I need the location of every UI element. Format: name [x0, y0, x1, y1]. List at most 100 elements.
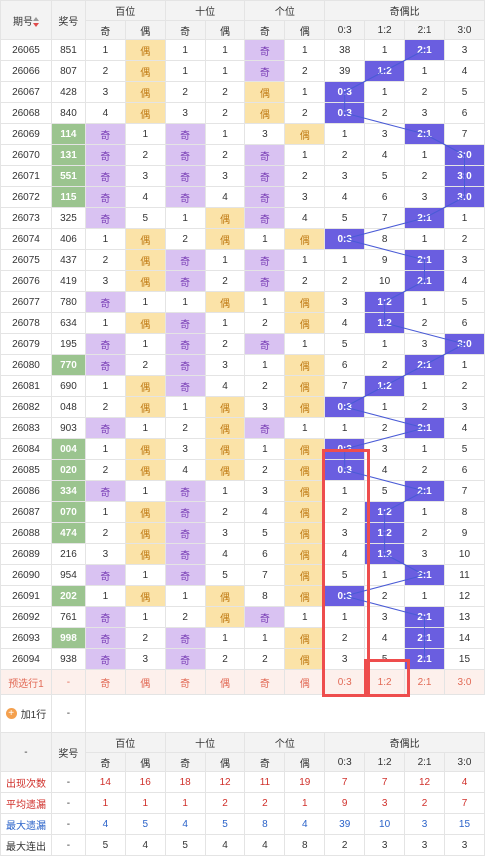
- sort-icon[interactable]: [32, 16, 39, 27]
- ji-cell: 奇: [84, 207, 126, 229]
- preselect-cell[interactable]: 奇: [164, 669, 206, 695]
- ratio-miss-cell: 1: [443, 207, 485, 229]
- ji-cell: 3: [244, 396, 286, 418]
- ratio-miss-cell: 5: [364, 165, 406, 187]
- ji-cell: 3: [84, 270, 126, 292]
- ou-cell: 5: [124, 207, 166, 229]
- preselect-cell[interactable]: 2:1: [404, 669, 445, 695]
- period-header[interactable]: 期号: [0, 0, 52, 40]
- ou-cell: 偶: [284, 375, 326, 397]
- ratio-miss-cell: 6: [324, 354, 366, 376]
- preselect-cell[interactable]: 0:3: [324, 669, 366, 695]
- ratio-miss-cell: 5: [443, 291, 485, 313]
- ou-cell: 偶: [204, 606, 246, 628]
- ratio-hit-cell: 2:1: [404, 249, 445, 271]
- ou-cell: 1: [204, 123, 246, 145]
- ratio-hit-cell: 2:1: [404, 648, 445, 670]
- ratio-miss-cell: 9: [364, 249, 406, 271]
- ou-cell: 1: [204, 39, 246, 61]
- ratio-miss-cell: 15: [443, 648, 485, 670]
- table-row: 26068 840 4 偶 3 2 偶 2 0:3 2 3 6: [0, 102, 485, 124]
- stat-label: 出现次数: [0, 771, 52, 793]
- preselect-cell[interactable]: 偶: [204, 669, 246, 695]
- ou-cell: 偶: [124, 102, 166, 124]
- ji-cell: 5: [244, 522, 286, 544]
- add-row-cell[interactable]: + 加1行: [0, 694, 52, 733]
- stat-row: 最大连出 -5 4 5 4 4 8 2 3 3 3: [0, 834, 485, 856]
- ou-cell: 2: [284, 270, 326, 292]
- ou-cell: 偶: [124, 270, 166, 292]
- ratio-miss-cell: 1: [364, 564, 406, 586]
- ratio-hit-cell: 0:3: [324, 459, 366, 481]
- preselect-cell[interactable]: 奇: [84, 669, 126, 695]
- code-cell: 334: [50, 480, 86, 502]
- code-cell: 020: [50, 459, 86, 481]
- preselect-row[interactable]: 预选行1 - 奇 偶 奇 偶 奇 偶 0:3 1:2 2:1 3:0: [0, 669, 485, 695]
- preselect-cell[interactable]: 3:0: [443, 669, 485, 695]
- ou-subheader: 偶: [284, 752, 326, 772]
- ou-cell: 偶: [204, 438, 246, 460]
- table-row: 26076 419 3 偶奇 2 奇 2 2 10 2:1 4: [0, 270, 485, 292]
- bai-header: 百位: [84, 0, 166, 21]
- ratio-hit-cell: 1:2: [364, 60, 406, 82]
- ratio-miss-cell: 6: [364, 186, 406, 208]
- preselect-cell[interactable]: 奇: [244, 669, 286, 695]
- ou-cell: 偶: [284, 123, 326, 145]
- table-row: 26094 938 奇 3 奇 2 2 偶 3 5 2:1 15: [0, 648, 485, 670]
- ji-cell: 奇: [84, 648, 126, 670]
- code-cell: 851: [50, 39, 86, 61]
- table-row: 26072 115 奇 4 奇 4 奇 3 4 6 3 3:0: [0, 186, 485, 208]
- table-row: 26081 690 1 偶奇 4 2 偶 7 1:2 1 2: [0, 375, 485, 397]
- ratio-hit-cell: 2:1: [404, 123, 445, 145]
- ratio-hit-cell: 3:0: [443, 144, 485, 166]
- preselect-cell[interactable]: 1:2: [364, 669, 406, 695]
- ratio-miss-cell: 3: [404, 543, 445, 565]
- ji-cell: 奇: [84, 186, 126, 208]
- stat-value: 19: [284, 771, 326, 793]
- ratio-subheader: 2:1: [404, 20, 445, 40]
- ou-cell: 4: [204, 186, 246, 208]
- ou-cell: 3: [204, 354, 246, 376]
- ji-cell: 奇: [84, 165, 126, 187]
- stat-row: 平均遗漏 -1 1 1 2 2 1 9 3 2 7: [0, 792, 485, 814]
- ratio-hit-cell: 0:3: [324, 585, 366, 607]
- add-row-button[interactable]: + 加1行: [5, 706, 47, 721]
- ratio-miss-cell: 1: [324, 480, 366, 502]
- table-row: 26084 004 1 偶 3 偶 1 偶 0:3 3 1 5: [0, 438, 485, 460]
- ratio-miss-cell: 3: [364, 438, 406, 460]
- stat-value: 39: [324, 813, 366, 835]
- code-cell: 428: [50, 81, 86, 103]
- ji-cell: 1: [244, 228, 286, 250]
- ratio-miss-cell: 7: [443, 480, 485, 502]
- table-row: 26092 761 奇 1 2 偶奇 1 1 3 2:1 13: [0, 606, 485, 628]
- ou-cell: 3: [124, 648, 166, 670]
- preselect-cell[interactable]: 偶: [124, 669, 166, 695]
- code-cell: 216: [50, 543, 86, 565]
- ou-cell: 2: [284, 102, 326, 124]
- ratio-miss-cell: 5: [443, 81, 485, 103]
- ratio-hit-cell: 2:1: [404, 627, 445, 649]
- ji-cell: 3: [84, 543, 126, 565]
- preselect-cell[interactable]: 偶: [284, 669, 326, 695]
- ou-cell: 偶: [204, 459, 246, 481]
- table-row: 26088 474 2 偶奇 3 5 偶 3 1:2 2 9: [0, 522, 485, 544]
- ou-cell: 偶: [124, 585, 166, 607]
- stat-value: 5: [164, 834, 206, 856]
- period-header-label: 期号: [12, 16, 33, 28]
- add-row-empty: [85, 695, 484, 733]
- stat-value: 8: [244, 813, 286, 835]
- ou-cell: 偶: [284, 396, 326, 418]
- ou-subheader: 偶: [124, 752, 166, 772]
- ji-cell: 1: [164, 291, 206, 313]
- code-cell: 840: [50, 102, 86, 124]
- ratio-miss-cell: 2: [443, 375, 485, 397]
- ratio-miss-cell: 7: [443, 123, 485, 145]
- ratio-miss-cell: 4: [324, 312, 366, 334]
- code-cell: 406: [50, 228, 86, 250]
- code-cell: 048: [50, 396, 86, 418]
- ji-cell: 奇: [244, 207, 286, 229]
- ji-cell: 1: [164, 585, 206, 607]
- ji-cell: 4: [164, 459, 206, 481]
- ratio-miss-cell: 3: [443, 249, 485, 271]
- add-row-label: 加1行: [20, 710, 47, 721]
